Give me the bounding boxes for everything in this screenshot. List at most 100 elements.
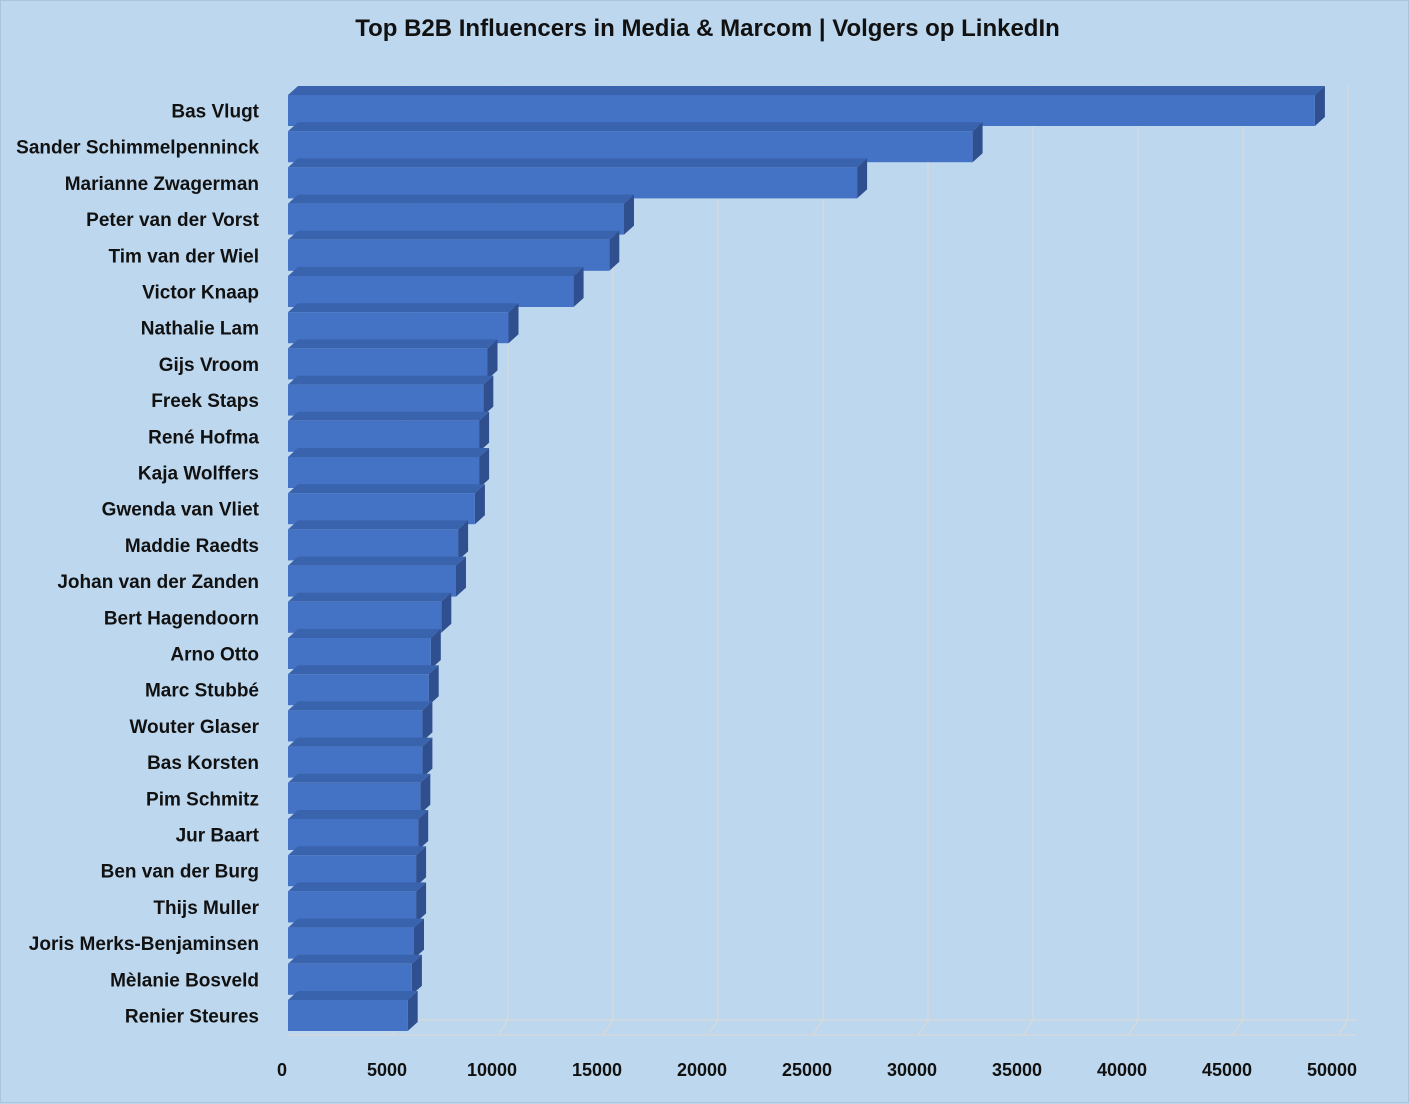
bar	[288, 348, 488, 380]
category-label: Mèlanie Bosveld	[110, 970, 259, 991]
bar	[288, 312, 509, 344]
bar-top-face	[288, 230, 620, 240]
bar	[288, 384, 484, 416]
category-label: Johan van der Zanden	[57, 572, 259, 593]
bar-top-face	[288, 846, 427, 856]
bar	[288, 493, 475, 525]
bar-side-face	[972, 122, 983, 163]
x-tick-label: 45000	[1202, 1060, 1252, 1080]
bar	[288, 276, 574, 307]
bar-side-face	[573, 267, 584, 307]
bar-top-face	[288, 411, 490, 421]
bar	[288, 746, 423, 778]
bar-side-face	[609, 230, 620, 271]
x-tick-label: 30000	[887, 1060, 937, 1080]
bar-side-face	[420, 773, 431, 814]
category-label: Renier Steures	[125, 1007, 259, 1028]
bar-top-face	[288, 773, 431, 783]
category-label: Gijs Vroom	[159, 355, 259, 376]
gridline-floor	[602, 1019, 614, 1036]
bar-top-face	[288, 303, 519, 313]
gridline-floor	[1022, 1019, 1034, 1036]
bar	[288, 601, 442, 633]
bar	[288, 638, 431, 669]
x-tick-label: 10000	[467, 1060, 517, 1080]
bar-side-face	[487, 339, 498, 380]
bar	[288, 131, 973, 163]
bar-side-face	[422, 701, 433, 742]
bar-side-face	[416, 882, 427, 923]
bar	[288, 420, 480, 452]
bar	[288, 239, 610, 271]
category-label: Victor Knaap	[142, 283, 259, 304]
bar-side-face	[411, 954, 422, 995]
category-label: Peter van der Vorst	[86, 210, 260, 231]
category-label: Maddie Raedts	[125, 536, 259, 557]
bar-top-face	[288, 991, 418, 1000]
bar	[288, 167, 858, 199]
category-label: Nathalie Lam	[141, 319, 259, 340]
bar	[288, 855, 417, 887]
bar-side-face	[508, 303, 519, 344]
bar	[288, 457, 480, 488]
bar-side-face	[483, 375, 494, 416]
x-tick-label: 5000	[367, 1060, 407, 1080]
category-label: Gwenda van Vliet	[102, 500, 260, 521]
bar	[288, 963, 412, 995]
category-label: Pim Schmitz	[146, 789, 259, 810]
bar-top-face	[288, 267, 584, 276]
category-label: Bas Korsten	[147, 753, 259, 774]
category-label: René Hofma	[148, 427, 259, 448]
x-tick-label: 50000	[1307, 1060, 1357, 1080]
category-label: Bert Hagendoorn	[104, 608, 259, 629]
bar-top-face	[288, 882, 427, 892]
bar-top-face	[288, 592, 452, 602]
bar	[288, 674, 429, 706]
bar	[288, 782, 421, 814]
x-tick-label: 15000	[572, 1060, 622, 1080]
bar	[288, 565, 456, 597]
bar-top-face	[288, 737, 433, 747]
chart-title: Top B2B Influencers in Media & Marcom | …	[355, 15, 1060, 42]
bar-side-face	[479, 411, 490, 452]
gridline-floor	[917, 1019, 929, 1036]
x-tick-label: 20000	[677, 1060, 727, 1080]
gridline-floor	[812, 1019, 824, 1036]
bar-side-face	[422, 737, 433, 778]
bar-side-face	[407, 991, 418, 1031]
category-label: Ben van der Burg	[101, 862, 259, 883]
category-label: Thijs Muller	[153, 898, 259, 919]
bar-top-face	[288, 86, 1325, 95]
bar-top-face	[288, 556, 466, 566]
bar-top-face	[288, 665, 439, 675]
bar-side-face	[479, 448, 490, 488]
bar-side-face	[428, 665, 439, 706]
category-label: Tim van der Wiel	[109, 246, 259, 267]
x-tick-label: 40000	[1097, 1060, 1147, 1080]
bar-top-face	[288, 520, 469, 530]
bar-side-face	[857, 158, 868, 199]
bar-top-face	[288, 484, 485, 494]
category-label: Kaja Wolffers	[138, 464, 259, 485]
bar	[288, 891, 417, 923]
bar	[288, 95, 1315, 126]
bar	[288, 927, 414, 959]
x-tick-label: 35000	[992, 1060, 1042, 1080]
bar-top-face	[288, 158, 868, 168]
bar-top-face	[288, 918, 424, 928]
bar-side-face	[430, 629, 441, 669]
bar-top-face	[288, 375, 494, 385]
bar-top-face	[288, 339, 498, 349]
category-label: Marc Stubbé	[145, 681, 259, 702]
bar	[288, 710, 423, 742]
gridline-floor	[1337, 1019, 1349, 1036]
bar-top-face	[288, 629, 441, 638]
bar-side-face	[441, 592, 452, 633]
bar-side-face	[416, 846, 427, 887]
bar-side-face	[458, 520, 469, 561]
bar-top-face	[288, 122, 983, 132]
category-label: Arno Otto	[170, 645, 259, 666]
gridline-floor	[497, 1019, 509, 1036]
